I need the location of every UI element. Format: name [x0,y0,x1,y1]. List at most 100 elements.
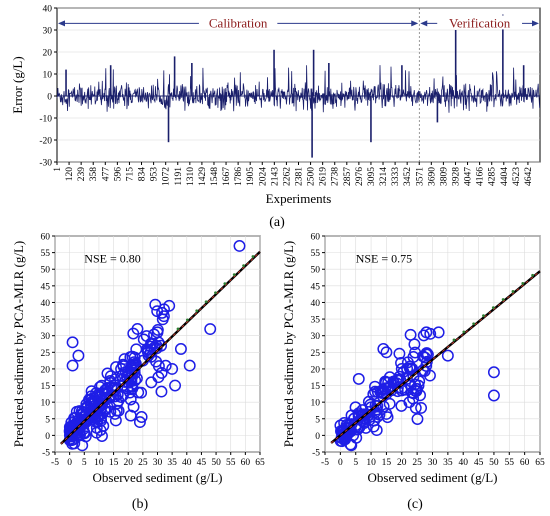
error-x-ticks: 1 120 239 358 477 596 715 834 953 1072 1191 1310 142… [53,162,534,186]
data-point [371,410,384,423]
data-point [412,379,425,392]
scatter-x-tick-label: 50 [489,458,499,468]
trend-marker-dot [511,290,515,293]
scatter-x-tick-label: 10 [94,458,104,468]
data-point [135,386,148,399]
error-x-tick-label: 4285 [488,167,498,186]
data-point [90,401,103,414]
data-point [124,393,137,406]
trend-marker-dot [223,282,227,286]
calibration-fit-lines [60,250,261,445]
data-point [151,326,164,339]
scatter-x-tick-label: 60 [241,458,251,468]
error-y-tick-label: 40 [43,5,53,15]
data-point [393,370,406,383]
trend-marker-dot [491,306,495,310]
trend-marker-dot [195,309,199,313]
data-point [131,322,144,335]
error-x-tick-label: 1667 [222,167,232,186]
scatter-x-tick-label: 65 [535,458,545,468]
region-label-background [437,15,523,30]
scatter-y-tick-label: 25 [311,349,321,359]
error-trace [56,65,540,113]
data-point [159,359,172,372]
verification-nse-annotation: NSE = 0.75 [356,252,412,266]
data-point [144,340,157,353]
error-series [56,14,540,158]
scatter-y-tick-label: 45 [41,282,51,292]
verification-fit-lines [330,270,541,444]
error-x-axis-label: Experiments [266,191,332,206]
data-point [413,375,426,388]
data-point [128,356,141,369]
data-point [417,329,430,342]
scatter-x-tick-label: 35 [443,458,453,468]
panel-caption-b: (b) [132,497,149,512]
scatter-x-tick-label: 35 [167,458,177,468]
region-label-background [198,15,278,30]
scatter-x-tick-label: 40 [458,458,468,468]
data-point [163,299,176,312]
data-point [169,379,182,392]
error-x-tick-label: 3452 [403,167,413,186]
data-point [66,336,79,349]
data-point [345,439,358,452]
scatter-x-tick-label: 50 [211,458,221,468]
error-x-tick-label: 2619 [319,167,329,186]
scatter-y-tick-label: 0 [45,432,50,442]
data-point [487,366,500,379]
data-point [419,351,431,364]
data-point [441,349,454,362]
scatter-x-tick-label: 65 [255,458,265,468]
error-y-tick-label: 0 [47,93,52,103]
trend-marker-dot [452,338,456,342]
trend-marker-dot [521,281,525,285]
trend-marker-dot [214,291,217,295]
data-point [90,415,103,428]
trend-marker-dot [204,300,208,304]
data-point [401,356,414,369]
verification-y-axis-label: Predicted sediment by PCA-MLR (g/L) [281,241,296,448]
error-x-tick-label: 3690 [427,167,437,186]
data-point [142,344,155,357]
region-label: Verification [449,15,511,30]
data-point [166,362,179,375]
scatter-x-tick-label: 45 [197,458,207,468]
data-point [424,369,436,382]
data-point [78,427,91,440]
error-y-tick-label: -20 [39,137,52,147]
scatter-y-tick-label: 40 [311,299,321,309]
error-x-tick-label: 1072 [162,167,172,186]
scatter-y-tick-label: 30 [41,332,51,342]
scatter-x-tick-label: 5 [353,458,358,468]
data-point [155,385,168,398]
scatter-x-tick-label: 25 [412,458,422,468]
error-x-tick-label: 4047 [464,167,474,186]
data-point [69,411,82,424]
error-chart-y-gridlines [57,7,540,163]
error-y-tick-label: -30 [39,159,52,169]
scatter-y-tick-label: 55 [311,249,321,259]
data-point [395,357,407,369]
trend-marker-dot [482,314,485,318]
scatter-y-tick-label: 20 [311,365,321,375]
data-point [408,338,421,351]
data-point [66,437,79,450]
scatter-x-tick-label: 55 [505,458,515,468]
verification-x-ticks: -5 0 5 10 15 20 25 30 35 40 45 50 55 60 65 [321,452,545,468]
scatter-x-tick-label: 15 [382,458,392,468]
error-x-tick-label: 3095 [367,167,377,186]
regression-line [330,270,541,444]
data-point [101,367,114,380]
error-x-tick-label: 2143 [270,167,280,186]
region-arrow-left-head [58,20,65,27]
error-x-tick-label: 3571 [415,167,425,186]
data-point [380,346,393,359]
scatter-y-tick-label: 40 [41,299,51,309]
data-point [204,323,217,335]
data-point [110,361,122,374]
error-x-tick-label: 1429 [198,167,208,186]
error-x-tick-label: 477 [101,167,111,182]
error-x-tick-label: 1786 [234,167,244,186]
data-point [487,389,500,402]
